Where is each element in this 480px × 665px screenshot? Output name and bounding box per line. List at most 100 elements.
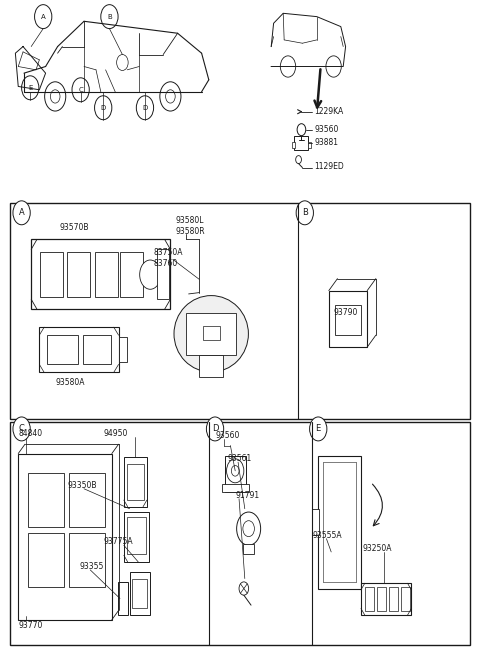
Text: C: C (19, 424, 24, 434)
Text: 93561: 93561 (228, 454, 252, 464)
Bar (40, 252, 63, 297)
Text: 84840: 84840 (18, 429, 42, 438)
Bar (28, 473, 64, 527)
Circle shape (22, 76, 39, 100)
Circle shape (297, 124, 306, 136)
Bar (335, 305, 361, 335)
Bar (308, 142, 311, 148)
Bar (222, 484, 249, 492)
Text: A: A (41, 13, 46, 20)
Text: 93790: 93790 (334, 308, 358, 317)
Text: 93580L: 93580L (175, 216, 204, 225)
Bar (312, 509, 319, 535)
Circle shape (280, 56, 296, 77)
Bar (18, 454, 112, 620)
Circle shape (296, 156, 301, 164)
Bar (124, 457, 147, 507)
Text: 93770: 93770 (18, 620, 43, 630)
Text: 93555A: 93555A (313, 531, 343, 540)
Circle shape (166, 90, 175, 103)
Circle shape (117, 55, 128, 70)
Bar (389, 587, 398, 611)
Text: D: D (101, 104, 106, 111)
Bar (225, 456, 246, 492)
Circle shape (237, 512, 261, 545)
Text: A: A (19, 208, 24, 217)
Circle shape (45, 82, 66, 111)
Circle shape (136, 96, 154, 120)
Bar (69, 533, 105, 587)
Circle shape (13, 417, 30, 441)
Circle shape (310, 417, 327, 441)
Bar (243, 544, 254, 554)
Bar (10, 203, 470, 419)
Circle shape (231, 465, 239, 476)
Bar (365, 587, 374, 611)
Text: 83750A: 83750A (154, 248, 183, 257)
Text: 93570B: 93570B (60, 223, 89, 232)
Text: C: C (78, 86, 83, 93)
Text: B: B (107, 13, 112, 20)
Text: E: E (28, 84, 33, 91)
Text: 93580R: 93580R (175, 227, 205, 236)
Circle shape (296, 201, 313, 225)
Ellipse shape (174, 295, 249, 372)
Bar (294, 136, 308, 150)
Bar (67, 252, 90, 297)
Bar (132, 579, 147, 608)
Circle shape (50, 90, 60, 103)
Bar (199, 355, 223, 377)
Text: 93775A: 93775A (103, 537, 133, 547)
Bar (377, 587, 386, 611)
Bar (157, 249, 169, 299)
Bar (127, 464, 144, 500)
Bar (39, 327, 119, 372)
Text: 93881: 93881 (314, 138, 338, 148)
Bar (120, 252, 143, 297)
Text: 83760: 83760 (154, 259, 178, 268)
Bar (119, 337, 127, 362)
Bar (95, 252, 118, 297)
Text: D: D (212, 424, 218, 434)
Bar (401, 587, 410, 611)
Bar (127, 517, 146, 554)
Circle shape (101, 5, 118, 29)
Bar (292, 142, 295, 148)
Text: 93350B: 93350B (67, 481, 96, 490)
Bar (31, 239, 170, 309)
Bar (318, 456, 361, 589)
Bar (118, 582, 128, 615)
Text: 91791: 91791 (235, 491, 259, 500)
Text: D: D (143, 104, 147, 111)
Text: 93250A: 93250A (362, 544, 392, 553)
Bar (69, 473, 105, 527)
Bar (329, 291, 367, 347)
Bar (28, 533, 64, 587)
Text: 94950: 94950 (103, 429, 128, 438)
Bar (203, 326, 220, 340)
Bar (83, 335, 111, 364)
Circle shape (13, 201, 30, 225)
Bar (47, 335, 78, 364)
Circle shape (140, 260, 161, 289)
Bar (124, 512, 149, 562)
Text: 93560: 93560 (314, 125, 339, 134)
Bar (361, 583, 411, 615)
Text: 1129ED: 1129ED (314, 162, 344, 171)
Bar (130, 572, 150, 615)
Circle shape (227, 459, 244, 483)
Text: 93560: 93560 (216, 431, 240, 440)
Circle shape (160, 82, 181, 111)
Bar (186, 313, 236, 355)
Circle shape (326, 56, 341, 77)
Circle shape (35, 5, 52, 29)
Circle shape (95, 96, 112, 120)
Circle shape (239, 582, 249, 595)
Text: B: B (302, 208, 308, 217)
Text: 93355: 93355 (79, 562, 104, 571)
Text: 1229KA: 1229KA (314, 107, 344, 116)
Circle shape (243, 521, 254, 537)
Bar (10, 422, 470, 645)
Text: E: E (316, 424, 321, 434)
Circle shape (206, 417, 224, 441)
